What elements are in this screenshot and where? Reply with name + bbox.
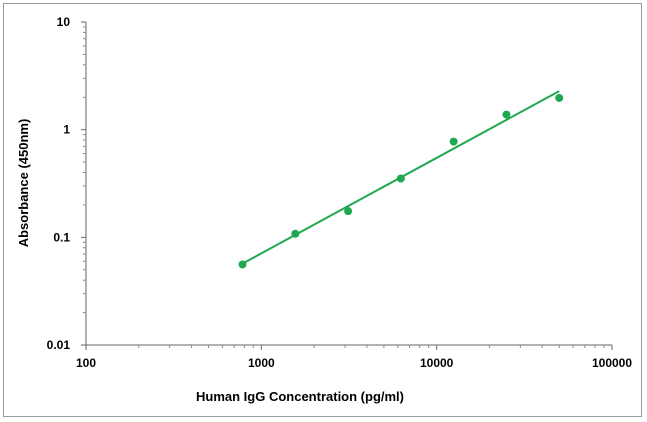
x-tick-label: 100	[76, 356, 96, 370]
data-point	[449, 137, 458, 146]
y-tick-label: 10	[57, 15, 71, 29]
y-tick-label: 0.1	[53, 230, 70, 244]
x-axis-title: Human IgG Concentration (pg/ml)	[196, 389, 404, 404]
x-tick-label: 1000	[248, 356, 275, 370]
axes	[85, 22, 612, 346]
series	[238, 90, 564, 269]
y-tick-label: 1	[63, 123, 70, 137]
y-tick-label: 0.01	[47, 338, 71, 352]
data-point	[344, 207, 353, 216]
x-tick-label: 100000	[592, 356, 632, 370]
y-axis-title: Absorbance (450nm)	[16, 119, 31, 248]
data-point	[291, 229, 300, 238]
x-tick-label: 10000	[420, 356, 454, 370]
chart-frame	[3, 3, 642, 417]
ticks: 100 1000 10000 100000 0.01 0.1 1 10	[47, 15, 633, 370]
data-point	[396, 174, 405, 183]
data-point	[502, 110, 511, 119]
data-point	[555, 93, 564, 102]
data-point	[238, 260, 247, 269]
